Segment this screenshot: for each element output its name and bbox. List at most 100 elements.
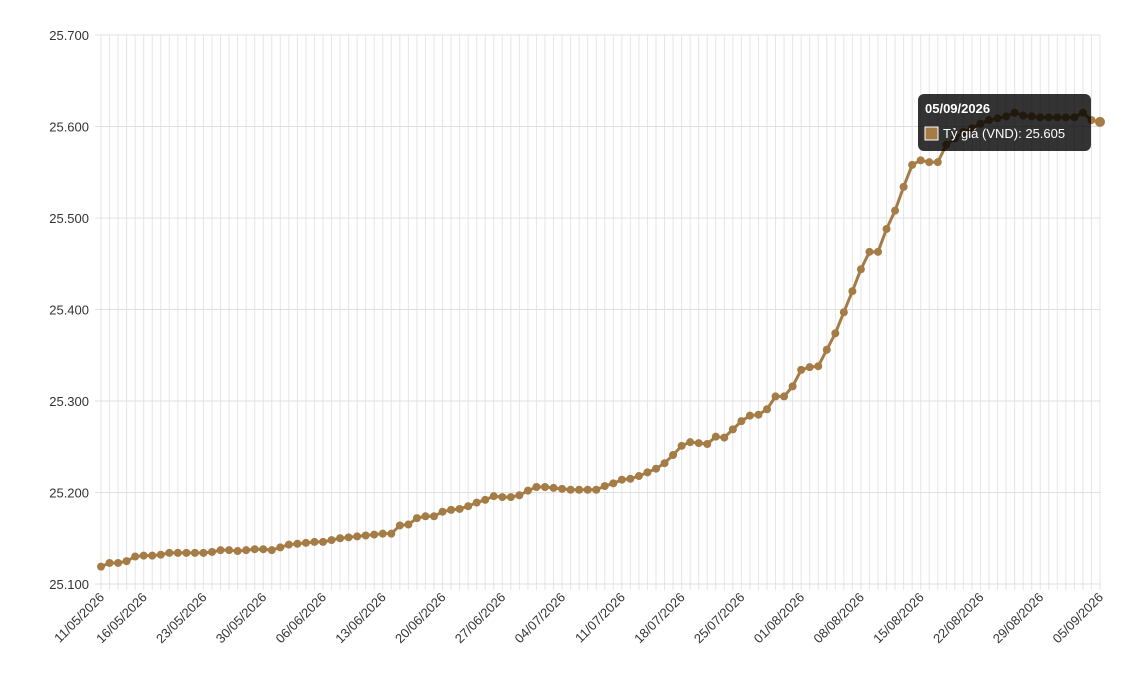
point <box>259 545 268 554</box>
point <box>344 533 353 542</box>
point <box>805 363 814 372</box>
point <box>856 265 865 274</box>
point <box>208 547 216 556</box>
point <box>293 539 302 548</box>
point <box>489 492 498 501</box>
point <box>276 543 285 552</box>
point <box>771 392 780 401</box>
point <box>447 505 456 514</box>
point <box>319 537 327 546</box>
point <box>387 529 396 538</box>
point <box>916 156 925 165</box>
point <box>353 532 362 541</box>
point <box>822 345 831 354</box>
tooltip-swatch <box>924 126 939 141</box>
point <box>737 417 746 426</box>
point <box>190 548 199 557</box>
point <box>617 475 626 484</box>
point <box>532 483 541 492</box>
x-tick-label: 15/08/2026 <box>870 590 927 647</box>
point <box>600 482 609 491</box>
point <box>669 450 678 459</box>
point <box>609 479 618 488</box>
point <box>848 287 857 296</box>
point <box>250 545 259 554</box>
point <box>660 459 669 468</box>
point <box>558 484 567 493</box>
point <box>122 557 131 566</box>
point <box>583 485 592 494</box>
x-tick-label: 30/05/2026 <box>213 590 270 647</box>
point <box>1095 116 1105 127</box>
point <box>874 247 882 256</box>
y-tick-label: 25.200 <box>49 486 89 501</box>
tooltip-box <box>918 94 1091 151</box>
x-tick-label: 20/06/2026 <box>392 590 449 647</box>
point <box>370 530 379 539</box>
point <box>139 551 148 560</box>
point <box>865 247 874 256</box>
point <box>925 158 934 167</box>
point <box>327 536 336 545</box>
x-tick-label: 22/08/2026 <box>930 590 987 647</box>
point <box>267 546 276 555</box>
x-tick-label: 08/08/2026 <box>810 590 867 647</box>
x-tick-label: 13/06/2026 <box>332 590 389 647</box>
point <box>780 392 789 401</box>
point <box>361 531 370 540</box>
point <box>464 502 473 511</box>
point <box>182 548 191 557</box>
x-tick-label: 29/08/2026 <box>990 590 1047 647</box>
point <box>933 158 942 167</box>
point <box>455 504 464 513</box>
point <box>131 552 140 561</box>
point <box>284 540 293 549</box>
point <box>156 550 165 559</box>
tooltip-title: 05/09/2026 <box>925 101 990 116</box>
point <box>694 439 703 448</box>
point <box>378 529 387 538</box>
point <box>421 512 430 521</box>
point <box>472 498 481 507</box>
x-tick-label: 04/07/2026 <box>512 590 569 647</box>
point <box>438 507 447 516</box>
point <box>404 520 413 529</box>
point <box>711 432 720 441</box>
y-tick-label: 25.700 <box>49 28 89 43</box>
point <box>882 224 891 233</box>
point <box>891 206 900 215</box>
x-tick-label: 06/06/2026 <box>272 590 329 647</box>
point <box>575 485 584 494</box>
point <box>549 483 558 492</box>
point <box>634 472 643 481</box>
point <box>97 562 105 571</box>
point <box>242 546 251 555</box>
point <box>523 486 532 495</box>
y-tick-label: 25.500 <box>49 211 89 226</box>
point <box>301 538 310 547</box>
point <box>148 551 157 560</box>
point <box>643 468 652 477</box>
point <box>626 474 635 483</box>
point <box>430 512 438 521</box>
point <box>720 433 729 442</box>
y-tick-label: 25.300 <box>49 394 89 409</box>
y-tick-label: 25.400 <box>49 303 89 318</box>
point <box>498 493 507 502</box>
y-tick-label: 25.100 <box>49 577 89 592</box>
point <box>899 182 908 191</box>
x-tick-label: 27/06/2026 <box>452 590 509 647</box>
point <box>336 534 345 543</box>
point <box>395 521 404 530</box>
tooltip-label: Tỷ giá (VND): 25.605 <box>943 126 1065 141</box>
point <box>506 493 515 502</box>
point <box>481 495 490 504</box>
point <box>412 514 421 523</box>
point <box>592 485 601 494</box>
point <box>908 160 917 169</box>
x-tick-label: 01/08/2026 <box>751 590 808 647</box>
point <box>515 491 524 500</box>
y-tick-label: 25.600 <box>49 120 89 135</box>
line <box>100 110 1101 568</box>
